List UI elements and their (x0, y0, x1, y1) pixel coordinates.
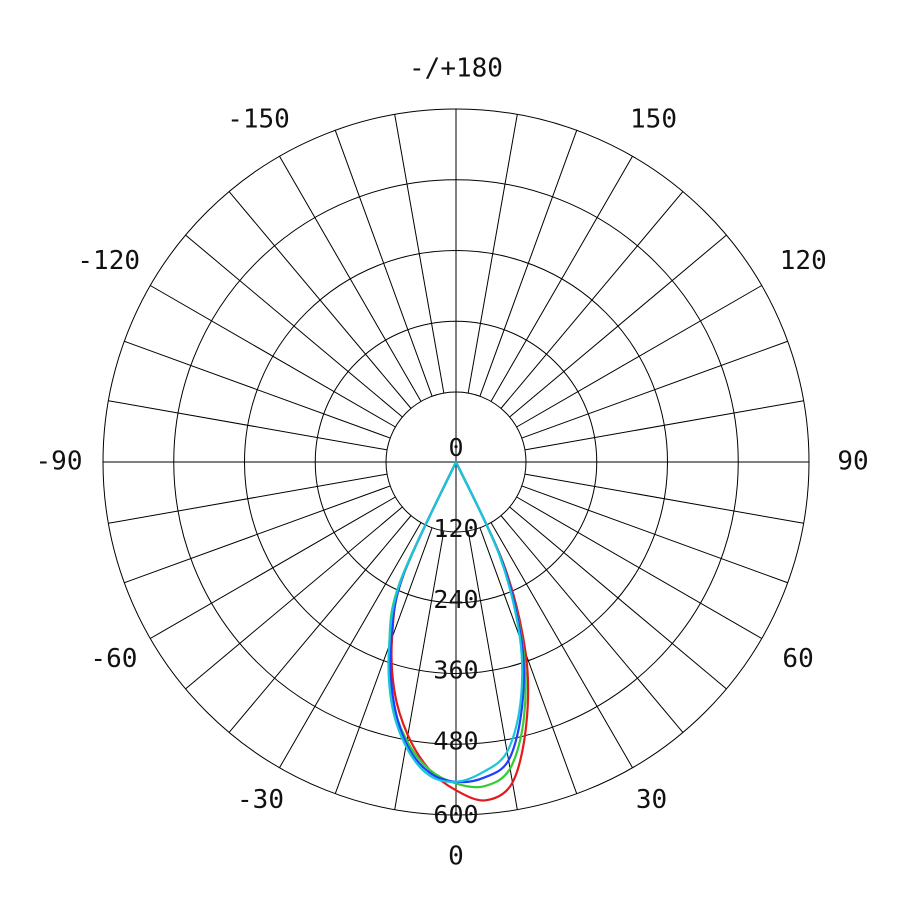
radial-tick-label: 360 (433, 656, 478, 685)
grid-spoke (479, 130, 578, 397)
grid-spoke (479, 527, 578, 794)
grid-spoke (334, 527, 433, 794)
grid-spoke (524, 473, 804, 524)
series-group (387, 461, 530, 802)
grid-spoke (394, 530, 445, 810)
grid-spoke (150, 496, 396, 639)
grid-spoke (108, 400, 388, 451)
angle-tick-label: -/+180 (409, 54, 503, 84)
angle-tick-label: -150 (227, 104, 290, 134)
grid-spoke (467, 530, 518, 810)
angle-tick-label: 60 (782, 644, 813, 674)
radial-tick-label: 480 (433, 726, 478, 755)
angle-tick-label: -90 (36, 447, 83, 477)
grid-spoke (516, 285, 762, 428)
grid-spoke (521, 340, 788, 439)
grid-spoke (394, 114, 445, 394)
label-group: 0 30 60 90 120 150 -/+180 -150 -120 -90 -60 -30 0 120… (36, 54, 869, 872)
angle-tick-label: 0 (448, 842, 464, 872)
radial-tick-label: 240 (433, 585, 478, 614)
angle-tick-label: -120 (77, 246, 140, 276)
grid-spoke (228, 515, 412, 733)
grid-spoke (516, 496, 762, 639)
series-line-4 (387, 461, 524, 783)
grid-spoke (509, 234, 727, 418)
grid-spoke (490, 156, 633, 402)
grid-spoke (124, 485, 391, 584)
polar-grid (102, 108, 810, 816)
grid-spoke (185, 234, 403, 418)
grid-spoke (185, 506, 403, 690)
angle-tick-label: 120 (780, 246, 827, 276)
angle-tick-label: 90 (837, 447, 868, 477)
grid-spoke (108, 473, 388, 524)
angle-tick-label: -30 (237, 785, 284, 815)
grid-spoke (124, 340, 391, 439)
radial-tick-label: 600 (433, 800, 478, 829)
angle-tick-label: -60 (90, 644, 137, 674)
grid-spoke (490, 522, 633, 768)
grid-spoke (467, 114, 518, 394)
grid-spoke (279, 156, 422, 402)
angle-tick-label: 150 (630, 104, 677, 134)
grid-spoke (334, 130, 433, 397)
grid-spoke (500, 191, 684, 409)
grid-spoke (228, 191, 412, 409)
grid-spoke (521, 485, 788, 584)
grid-spoke (509, 506, 727, 690)
grid-spoke (150, 285, 396, 428)
grid-spoke (279, 522, 422, 768)
grid-spoke (500, 515, 684, 733)
grid-spoke (524, 400, 804, 451)
radial-tick-label: 120 (433, 514, 478, 543)
radial-tick-label: 0 (448, 433, 463, 462)
angle-tick-label: 30 (636, 785, 667, 815)
